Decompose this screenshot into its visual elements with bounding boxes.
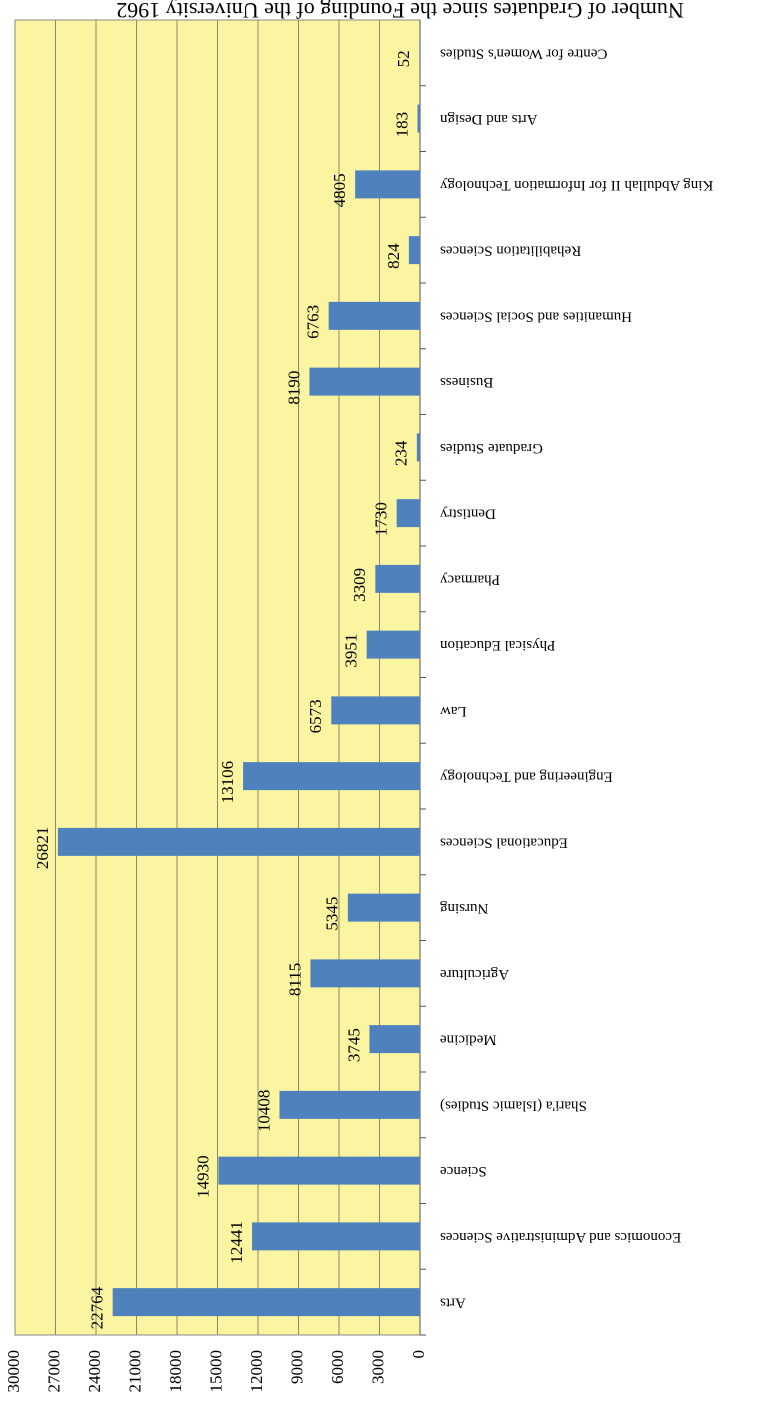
value-label: 13106 [218,761,237,804]
value-label: 52 [394,50,413,67]
x-tick-label: Arts [440,1295,466,1311]
value-label: 12441 [227,1221,246,1264]
value-label: 3745 [344,1028,363,1062]
y-tick-label: 21000 [125,1350,144,1393]
value-label: 183 [392,112,411,138]
x-tick-label: Medicine [440,1032,497,1048]
value-label: 3309 [350,568,369,602]
value-label: 824 [384,243,403,269]
bar [347,893,420,922]
bar [366,630,420,659]
x-tick-label: Agriculture [440,966,509,982]
x-tick-label: Science [440,1163,487,1179]
value-label: 4805 [330,173,349,207]
chart-title: Number of Graduates since the Founding o… [116,0,684,23]
x-tick-label: Pharmacy [440,571,500,587]
y-tick-label: 6000 [328,1350,347,1384]
bar [375,564,420,593]
bar [310,959,420,988]
y-tick-label: 27000 [44,1350,63,1393]
y-tick-label: 30000 [4,1350,23,1393]
value-label: 8190 [284,371,303,405]
bar [419,38,420,67]
value-label: 8115 [285,963,304,996]
bar [331,696,420,725]
y-tick-label: 15000 [206,1350,225,1393]
x-tick-label: King Abdullah II for Information Technol… [440,177,714,193]
value-label: 6763 [304,305,323,339]
x-tick-label: Arts and Design [440,111,538,127]
y-tick-label: 24000 [85,1350,104,1393]
x-tick-label: Business [440,374,494,390]
x-tick-label: Shari'a (Islamic Studies) [440,1097,587,1113]
x-tick-label: Engineering and Technology [440,769,613,785]
bar [252,1222,420,1251]
bar [309,367,420,396]
value-label: 3951 [342,634,361,668]
x-tick-label: Economics and Administrative Sciences [440,1229,681,1245]
bar [416,433,420,462]
x-tick-label: Physical Education [440,637,556,653]
value-label: 26821 [33,827,52,870]
value-label: 14930 [193,1155,212,1198]
bar [112,1288,420,1317]
bar [279,1090,420,1119]
bar [396,499,420,528]
bar [328,301,420,330]
x-tick-label: Dentistry [440,506,496,522]
value-label: 234 [392,440,411,466]
y-tick-label: 12000 [247,1350,266,1393]
value-label: 6573 [306,699,325,733]
value-label: 22764 [88,1286,107,1329]
y-tick-label: 3000 [368,1350,387,1384]
x-tick-label: Educational Sciences [440,834,568,850]
x-tick-label: Nursing [440,900,489,916]
bar [57,827,420,856]
y-tick-label: 9000 [287,1350,306,1384]
x-tick-label: Rehabilitation Sciences [440,243,581,259]
x-tick-label: Graduate Studies [440,440,543,456]
value-label: 1730 [372,502,391,536]
bar [355,170,420,199]
x-tick-label: Humanities and Social Sciences [440,308,632,324]
bar [218,1156,420,1185]
x-tick-label: Centre for Women's Studies [440,45,608,61]
x-tick-label: Law [440,703,467,719]
value-label: 5345 [323,897,342,931]
bar [243,762,420,791]
bar [408,236,420,265]
bar [417,104,420,133]
bar [369,1025,420,1054]
value-label: 10408 [254,1090,273,1133]
y-tick-label: 0 [409,1350,428,1359]
y-tick-label: 18000 [166,1350,185,1393]
